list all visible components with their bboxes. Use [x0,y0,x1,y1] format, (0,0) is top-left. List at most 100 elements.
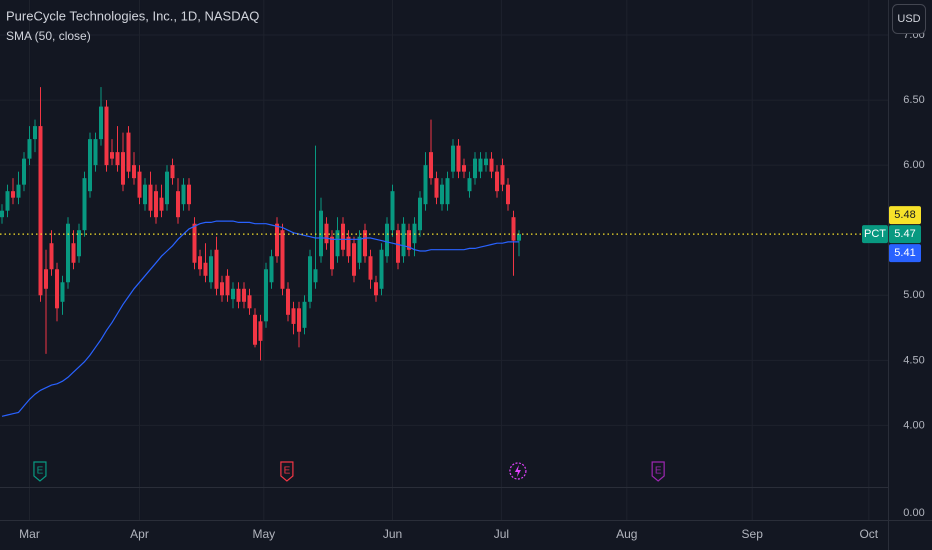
candle-body [220,282,225,296]
candle-body [16,184,21,198]
candle-body [374,282,379,296]
candle-body [313,269,318,283]
candle-body [99,106,104,140]
candle-body [88,139,93,192]
event-icon [514,465,521,477]
y-tick-label: 6.00 [903,159,924,171]
candle-body [181,184,186,205]
candle-body [368,256,373,280]
candle-body [209,256,214,283]
candle-body [451,145,456,172]
candle-body [49,243,54,270]
candle-body [385,223,390,257]
candle-body [258,321,263,341]
candle-body [396,230,401,263]
candle-body [379,249,384,289]
candle-body [225,275,230,296]
candle-body [60,282,65,302]
price-label: 5.47 [894,228,915,240]
candle-body [77,230,82,257]
event-badge [33,461,47,482]
x-tick-label: Jul [494,527,509,541]
x-tick-label: Aug [616,527,637,541]
candle-body [33,126,38,140]
candle-body [478,158,483,172]
event-label: E [37,466,44,477]
candle-body [302,301,307,328]
candle-body [121,152,126,185]
candle-body [500,165,505,185]
sma-line [1,220,519,417]
candle-body [137,171,142,198]
candle-body [275,223,280,257]
candle-body [511,217,516,241]
candle-body [418,197,423,231]
x-tick-label: May [252,527,275,541]
candle-body [38,126,43,296]
candle-body [242,288,247,302]
x-tick-label: Apr [130,527,149,541]
currency-button-frame[interactable] [892,4,926,34]
candle-body [401,223,406,257]
candle-body [434,178,439,198]
candle-body [330,236,335,270]
candle-body [445,178,450,205]
candle-body [341,223,346,250]
candle-body [71,243,76,263]
price-label: 5.41 [894,247,915,259]
candle-body [473,158,478,179]
candle-body [187,184,192,205]
currency-label[interactable]: USD [897,13,920,25]
x-tick-label: Oct [859,527,878,541]
candle-body [319,210,324,257]
candle-body [22,158,27,185]
price-label-box [889,244,921,263]
y-tick-label: 5.00 [903,289,924,301]
candle-body [93,139,98,166]
candle-body [495,171,500,192]
candle-body [214,249,219,289]
price-label-box [889,225,921,244]
candle-body [467,178,472,192]
candle-body [308,256,313,302]
candle-body [247,295,252,309]
volume-tick-label: 0.00 [903,507,924,519]
event-badge [651,461,665,482]
candle-body [423,165,428,205]
candle-body [335,230,340,257]
candle-body [324,223,329,244]
candle-body [55,269,60,309]
candle-body [170,165,175,179]
candle-body [165,171,170,205]
x-tick-label: Sep [742,527,764,541]
candle-body [11,191,16,198]
candle-body [253,314,258,345]
candle-body [231,288,236,300]
candle-body [429,152,434,179]
candle-body [203,262,208,276]
candle-body [352,243,357,276]
candle-body [280,230,285,289]
price-label: 5.48 [894,209,915,221]
event-label: E [655,466,662,477]
grid [0,0,888,520]
candle-body [264,269,269,322]
candle-body [176,191,181,218]
y-tick-label: 4.00 [903,419,924,431]
price-label-box [889,206,921,225]
x-tick-label: Jun [383,527,402,541]
candle-body [390,191,395,231]
candle-body [27,139,32,159]
candle-body [110,152,115,159]
candle-body [143,184,148,205]
currency-button[interactable]: USD [892,4,926,34]
chart-title: PureCycle Technologies, Inc., 1D, NASDAQ [6,8,259,23]
candle-body [0,210,5,218]
candle-body [456,145,461,172]
candle-body [236,288,241,302]
symbol-label: PCT [864,228,886,240]
